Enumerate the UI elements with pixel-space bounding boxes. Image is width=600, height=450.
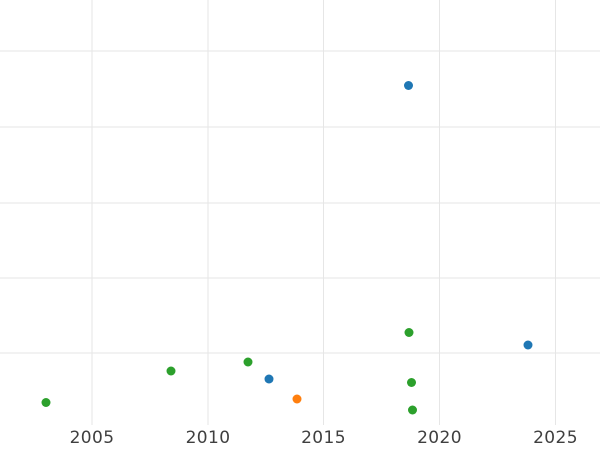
data-point-green-series	[41, 398, 51, 407]
data-point-green-series	[243, 357, 253, 367]
gridlines	[0, 0, 600, 425]
data-points	[41, 81, 533, 415]
data-point-green-series	[408, 405, 417, 415]
data-point-blue-series	[404, 81, 413, 90]
data-point-blue-series	[264, 374, 274, 384]
data-point-green-series	[407, 378, 416, 387]
data-point-blue-series	[523, 340, 533, 350]
data-point-orange-series	[292, 394, 302, 404]
data-point-green-series	[404, 328, 414, 337]
data-point-green-series	[166, 366, 176, 376]
